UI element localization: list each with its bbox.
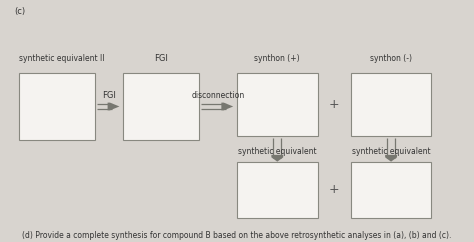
FancyArrow shape — [108, 103, 119, 110]
Text: +: + — [329, 183, 339, 197]
Text: FGI: FGI — [154, 54, 168, 63]
Text: synthetic equivalent II: synthetic equivalent II — [19, 54, 104, 63]
Bar — [19, 73, 95, 140]
Text: FGI: FGI — [102, 91, 116, 100]
Text: disconnection: disconnection — [191, 91, 245, 100]
FancyArrow shape — [221, 103, 233, 110]
Bar — [351, 162, 431, 218]
Text: synthon (+): synthon (+) — [255, 54, 300, 63]
Text: synthetic equivalent: synthetic equivalent — [352, 147, 430, 156]
Bar — [123, 73, 199, 140]
Bar — [237, 162, 318, 218]
FancyArrow shape — [385, 155, 397, 162]
Bar — [351, 73, 431, 136]
Text: synthon (-): synthon (-) — [370, 54, 412, 63]
Bar — [237, 73, 318, 136]
Text: (d) Provide a complete synthesis for compound B based on the above retrosyntheti: (d) Provide a complete synthesis for com… — [22, 231, 452, 240]
FancyArrow shape — [271, 155, 283, 162]
Text: (c): (c) — [14, 7, 25, 16]
Text: synthetic equivalent: synthetic equivalent — [238, 147, 317, 156]
Text: +: + — [329, 98, 339, 111]
